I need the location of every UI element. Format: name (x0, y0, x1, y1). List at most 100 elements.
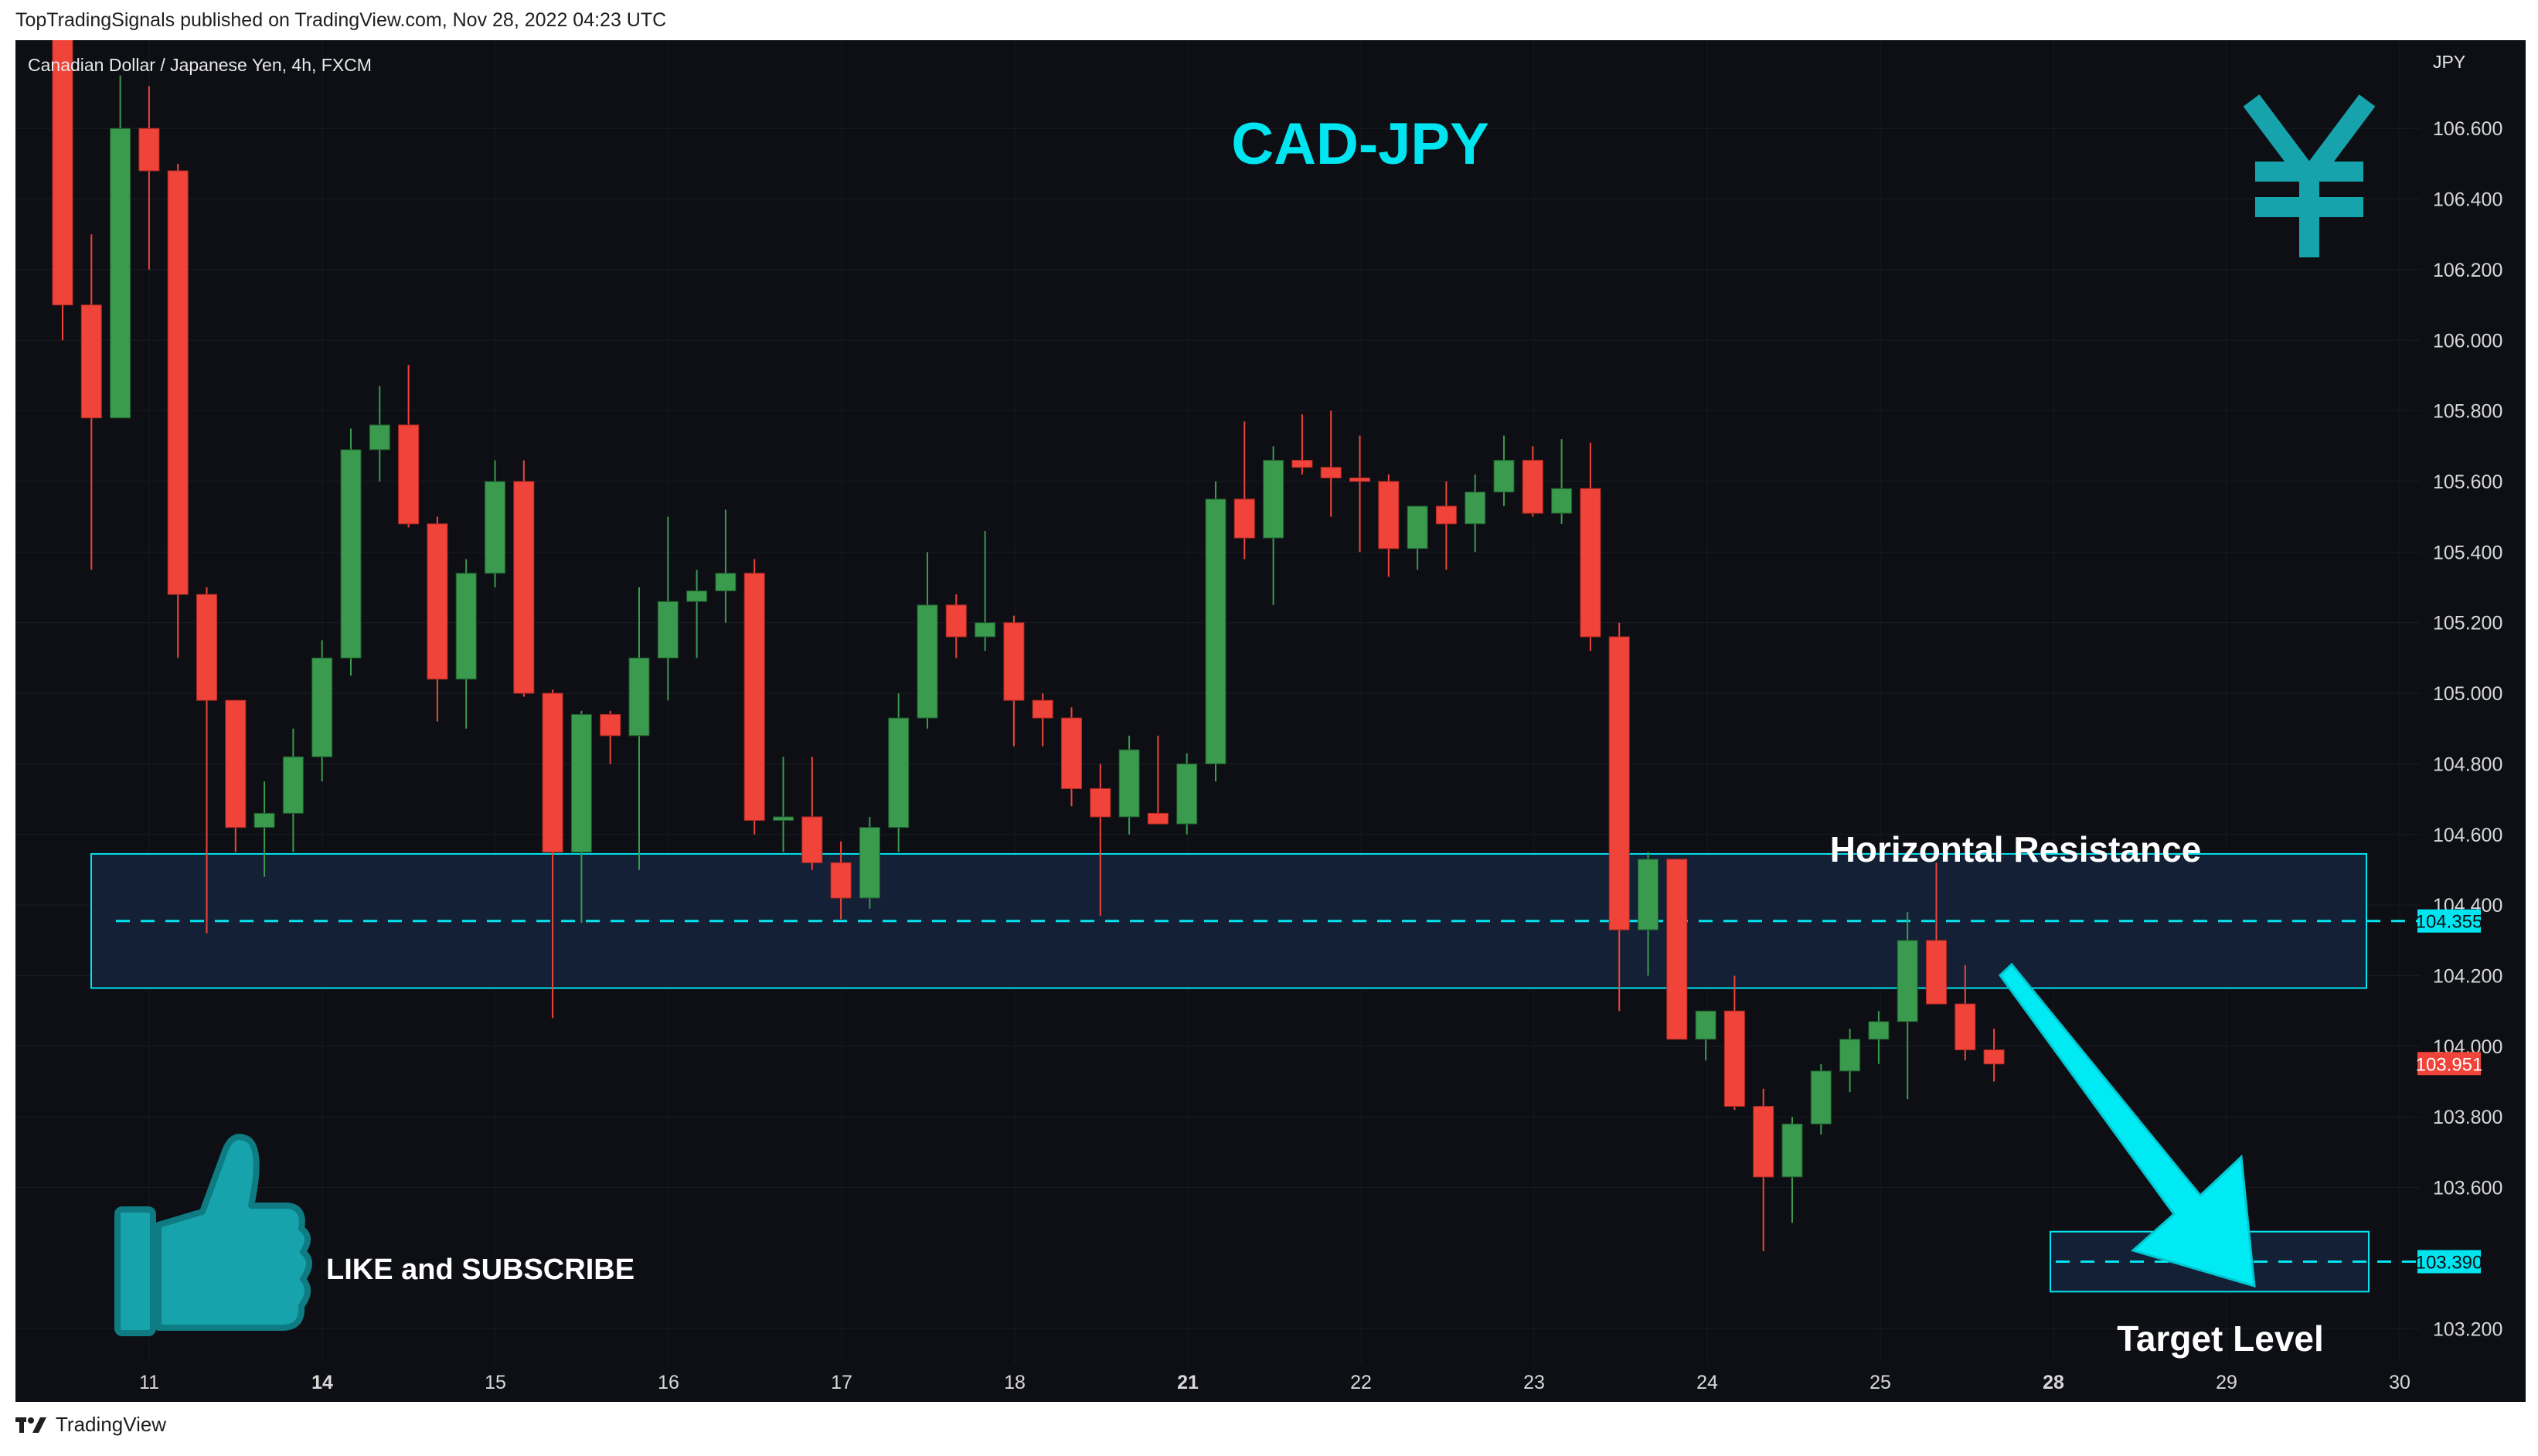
bearish-candle (225, 699, 247, 828)
bearish-candle (1147, 812, 1169, 825)
bearish-candle (138, 128, 160, 172)
bearish-candle (1233, 498, 1255, 539)
x-tick-label: 18 (1004, 1372, 1026, 1393)
price-tags: 104.355 103.951 103.390 (2416, 909, 2483, 1274)
bullish-candle (311, 657, 333, 757)
bearish-candle (427, 523, 448, 680)
bearish-candle (801, 816, 823, 863)
bullish-candle (1551, 488, 1573, 514)
bearish-candle (600, 713, 621, 737)
bearish-candle (830, 862, 852, 899)
bearish-candle (1955, 1003, 1976, 1050)
bearish-candle (945, 604, 967, 638)
bearish-candle (542, 692, 563, 853)
candles (52, 40, 2005, 1251)
chart-background (15, 40, 2526, 1402)
bullish-candle (1695, 1010, 1716, 1040)
bullish-candle (1263, 460, 1284, 539)
bearish-candle (1753, 1106, 1774, 1178)
thumbs-up-icon (114, 1134, 312, 1336)
bullish-candle (369, 424, 390, 451)
bearish-candle (1378, 481, 1400, 549)
tradingview-logo-icon (15, 1417, 46, 1433)
y-tick-label: 105.400 (2433, 542, 2502, 563)
bearish-candle (1003, 622, 1025, 701)
resistance-price-tag: 104.355 (2416, 912, 2483, 933)
target-price-tag-bg (2417, 1250, 2481, 1274)
current-price-tag: 103.951 (2416, 1054, 2483, 1075)
x-tick-label: 11 (139, 1372, 159, 1393)
y-tick-label: 103.600 (2433, 1178, 2502, 1199)
bullish-candle (657, 600, 679, 658)
y-tick-label: 106.200 (2433, 260, 2502, 281)
bearish-candle (1608, 636, 1630, 930)
bearish-candle (1032, 699, 1053, 719)
x-tick-label: 25 (1869, 1372, 1891, 1393)
bullish-candle (340, 449, 362, 658)
bearish-candle (1666, 859, 1688, 1040)
bearish-candle (1435, 505, 1457, 525)
bullish-candle (773, 816, 794, 822)
bullish-candle (1810, 1070, 1832, 1124)
bullish-candle (110, 128, 131, 419)
x-tick-label: 22 (1350, 1372, 1372, 1393)
bullish-candle (888, 717, 910, 828)
bullish-candle (1205, 498, 1226, 764)
bearish-candle (1522, 460, 1543, 514)
bullish-candle (686, 590, 708, 602)
chart-title: CAD-JPY (1231, 111, 1489, 177)
y-tick-label: 106.400 (2433, 189, 2502, 211)
bearish-candle (1926, 940, 1947, 1005)
bullish-candle (715, 573, 737, 592)
y-tick-label: 103.800 (2433, 1107, 2502, 1128)
y-tick-label: 106.000 (2433, 330, 2502, 352)
bearish-candle (1320, 467, 1342, 478)
bullish-candle (1407, 505, 1428, 549)
bullish-candle (455, 573, 477, 680)
y-tick-label: 105.000 (2433, 683, 2502, 705)
bearish-candle (167, 170, 189, 595)
y-tick-label: 104.800 (2433, 754, 2502, 775)
bullish-candle (1781, 1123, 1803, 1178)
x-tick-label: 17 (831, 1372, 852, 1393)
cta-text: LIKE and SUBSCRIBE (326, 1254, 634, 1286)
y-tick-label: 104.600 (2433, 825, 2502, 846)
bearish-candle (1983, 1049, 2005, 1065)
bearish-candle (80, 304, 102, 419)
resistance-price-tag-bg (2417, 909, 2481, 933)
published-caption: TopTradingSignals published on TradingVi… (15, 9, 667, 31)
bearish-candle (1580, 488, 1601, 638)
currency-unit-label: JPY (2433, 52, 2465, 72)
bullish-candle (975, 622, 996, 638)
current-price-tag-bg (2417, 1052, 2481, 1076)
x-axis: 11 14 15 16 17 18 21 22 23 24 25 28 29 30 (139, 1372, 2410, 1393)
bearish-candle (52, 40, 73, 306)
bullish-candle (859, 827, 880, 899)
bullish-candle (1118, 749, 1140, 818)
bullish-candle (570, 713, 592, 853)
y-tick-label: 105.800 (2433, 401, 2502, 423)
bearish-candle (398, 424, 420, 525)
bearish-candle (1090, 788, 1111, 818)
bullish-candle (1176, 763, 1198, 825)
y-tick-label: 105.600 (2433, 471, 2502, 493)
x-tick-label: 14 (311, 1372, 333, 1393)
bearish-candle (196, 594, 217, 701)
x-tick-label: 29 (2216, 1372, 2237, 1393)
y-tick-label: 105.200 (2433, 613, 2502, 634)
bearish-candle (513, 481, 535, 694)
y-axis: 106.600 106.400 106.200 106.000 105.800 105.6… (2433, 118, 2502, 1340)
x-tick-label: 30 (2389, 1372, 2410, 1393)
x-tick-label: 23 (1523, 1372, 1545, 1393)
bearish-candle (1061, 717, 1082, 789)
y-tick-label: 106.600 (2433, 118, 2502, 140)
bullish-candle (1839, 1039, 1861, 1072)
symbol-label: Canadian Dollar / Japanese Yen, 4h, FXCM (28, 55, 372, 75)
bearish-candle (1723, 1010, 1745, 1107)
bullish-candle (1493, 460, 1515, 493)
x-tick-label: 16 (658, 1372, 679, 1393)
bearish-candle (1349, 477, 1370, 482)
bullish-candle (1638, 859, 1659, 930)
target-label: Target Level (2117, 1318, 2324, 1359)
